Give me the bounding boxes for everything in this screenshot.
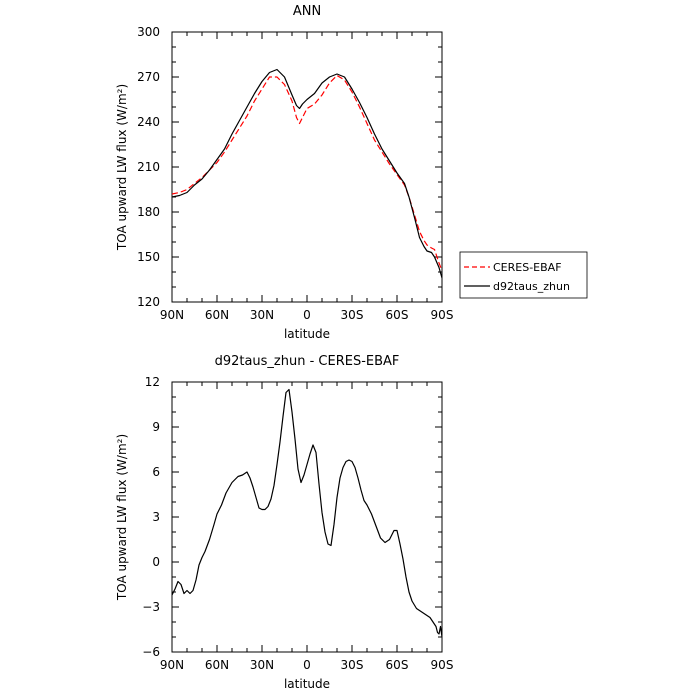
x-tick-label: 30S	[341, 658, 364, 672]
x-tick-label: 30N	[250, 658, 274, 672]
legend-box	[459, 251, 588, 299]
y-tick-label: 270	[137, 70, 160, 84]
x-tick-label: 90N	[160, 308, 184, 322]
y-tick-label: 3	[152, 510, 160, 524]
x-tick-label: 60S	[386, 658, 409, 672]
y-tick-label: −6	[142, 645, 160, 659]
legend-label: CERES-EBAF	[493, 261, 562, 274]
y-tick-label: 180	[137, 205, 160, 219]
y-tick-label: −3	[142, 600, 160, 614]
x-axis-label: latitude	[284, 327, 330, 341]
x-tick-label: 0	[303, 658, 311, 672]
series-line-difference	[172, 388, 442, 638]
x-tick-label: 90S	[431, 658, 454, 672]
series-line-d92taus-zhun	[172, 68, 442, 279]
y-tick-label: 6	[152, 465, 160, 479]
x-tick-label: 30S	[341, 308, 364, 322]
y-tick-label: 300	[137, 25, 160, 39]
y-tick-label: 0	[152, 555, 160, 569]
x-tick-label: 60N	[205, 658, 229, 672]
y-tick-label: 12	[145, 375, 160, 389]
series-line-ceres-ebaf	[172, 74, 442, 271]
y-tick-label: 150	[137, 250, 160, 264]
panel-bottom: 90N 60N 30N 0 30S 60S 90S −6 −3 0 3 6 9 12 d92taus_zhu…	[115, 354, 453, 691]
x-tick-label: 90N	[160, 658, 184, 672]
panel-top: 90N 60N 30N 0 30S 60S 90S 120 150 180 210 240 270 300…	[115, 4, 588, 341]
legend-label: d92taus_zhun	[493, 280, 570, 293]
y-axis-label: TOA upward LW flux (W/m²)	[115, 434, 129, 601]
y-tick-label: 210	[137, 160, 160, 174]
y-tick-label: 120	[137, 295, 160, 309]
chart-title: d92taus_zhun - CERES-EBAF	[215, 354, 400, 369]
y-tick-label: 9	[152, 420, 160, 434]
x-tick-label: 60S	[386, 308, 409, 322]
x-tick-label: 0	[303, 308, 311, 322]
plot-frame	[171, 381, 443, 653]
chart-title: ANN	[293, 4, 321, 19]
x-tick-label: 90S	[431, 308, 454, 322]
y-tick-label: 240	[137, 115, 160, 129]
x-tick-label: 30N	[250, 308, 274, 322]
y-axis-label: TOA upward LW flux (W/m²)	[115, 84, 129, 251]
x-tick-label: 60N	[205, 308, 229, 322]
x-axis-label: latitude	[284, 677, 330, 691]
